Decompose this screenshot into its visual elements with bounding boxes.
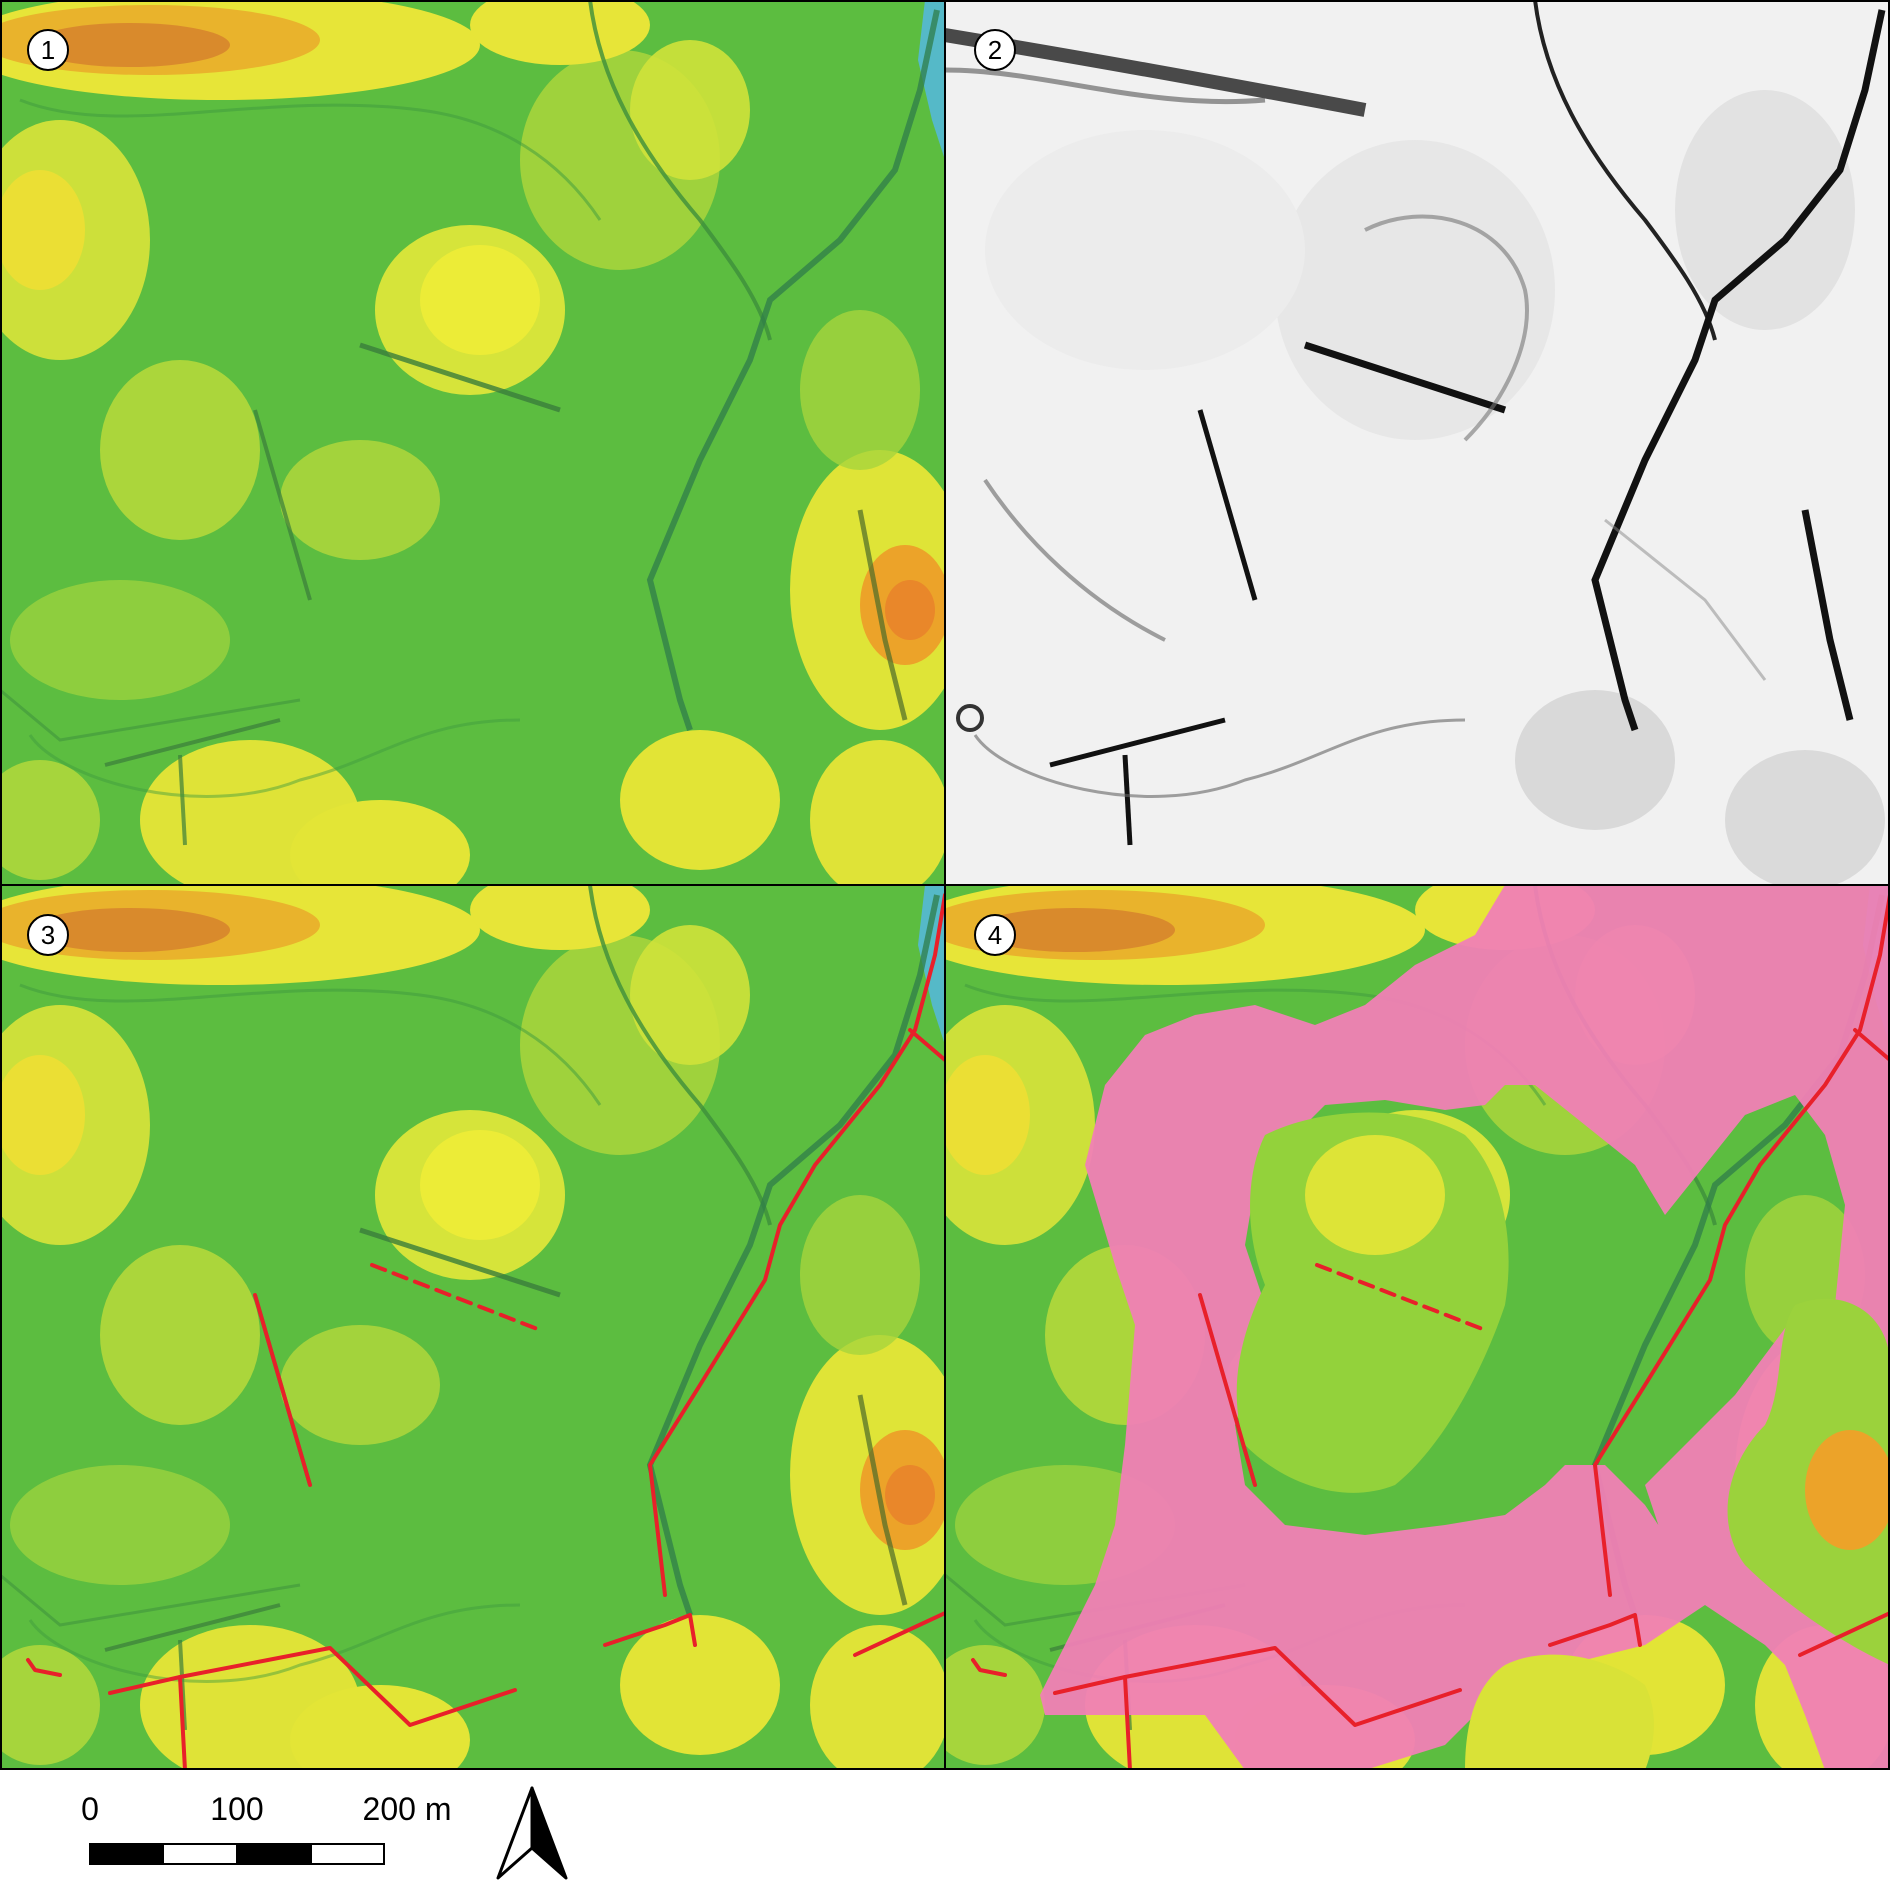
scale-segment-3 [236, 1843, 312, 1865]
panel-3 [0, 870, 945, 1770]
scale-segment-4 [310, 1843, 385, 1865]
scale-segment-1 [89, 1843, 164, 1865]
panel-label-4: 4 [974, 914, 1016, 956]
panel-1 [0, 0, 970, 910]
panel-label-2: 2 [974, 29, 1016, 71]
scale-label-0: 0 [81, 1791, 99, 1827]
panel-4 [905, 885, 1890, 1770]
scale-bar: 0 100 200 m [81, 1791, 452, 1865]
panel-2 [945, 0, 1890, 890]
panel-label-2-text: 2 [988, 35, 1002, 65]
panel-label-3: 3 [27, 914, 69, 956]
panel-label-1-text: 1 [41, 35, 55, 65]
scale-label-200: 200 m [363, 1791, 452, 1827]
panel-borders [0, 0, 1890, 1770]
panel-label-1: 1 [27, 29, 69, 71]
panel-label-3-text: 3 [41, 920, 55, 950]
panel-label-4-text: 4 [988, 920, 1002, 950]
scale-segment-2 [162, 1843, 238, 1865]
scale-label-100: 100 [210, 1791, 263, 1827]
north-arrow-icon [496, 1786, 568, 1880]
